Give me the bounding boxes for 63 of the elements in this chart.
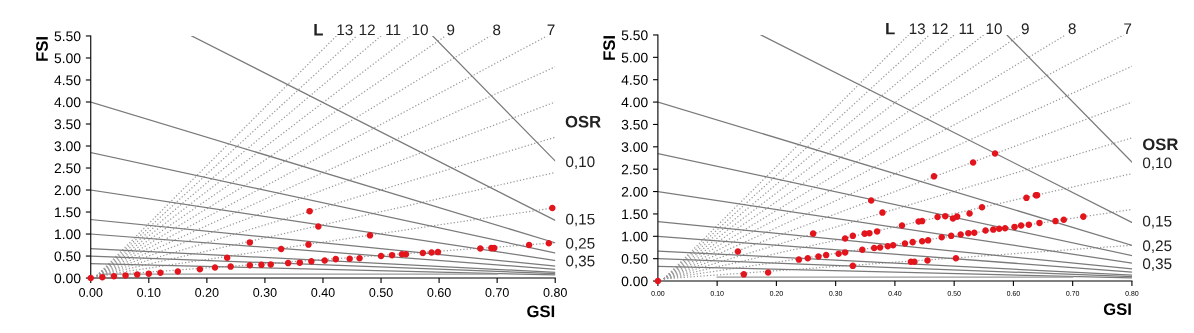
y-tick-label: 0.00: [621, 276, 648, 287]
y-tick-label: 2.00: [621, 186, 648, 197]
y-tick-label: 0.00: [54, 273, 81, 284]
text: 10: [986, 23, 1002, 35]
y-tick-label: 4.00: [621, 97, 648, 108]
y-tick-label: 5.00: [54, 53, 81, 64]
text: 12: [359, 24, 375, 36]
x-axis-title: GSI: [1103, 303, 1131, 316]
y-tick-label: 3.00: [54, 141, 81, 152]
text: 0,10: [566, 156, 595, 169]
x-tick-label: 0.50: [369, 288, 393, 297]
text: L: [314, 23, 323, 36]
text: OSR: [565, 115, 601, 128]
text: 8: [1068, 23, 1076, 35]
text: 9: [447, 24, 455, 36]
x-tick-label: 0.10: [137, 288, 161, 297]
y-axis-title: FSI: [603, 36, 616, 60]
y-tick-label: 1.00: [622, 231, 648, 242]
text: 11: [386, 24, 401, 36]
x-tick-label: 0.30: [253, 288, 277, 297]
text: L: [886, 22, 895, 35]
text: 11: [959, 23, 974, 34]
x-tick-label: 0.40: [311, 288, 335, 297]
y-tick-label: 5.00: [621, 52, 648, 63]
text: OSR: [1142, 138, 1179, 151]
y-tick-label: 5.50: [54, 31, 81, 42]
text: 12: [932, 23, 948, 34]
y-tick-label: 1.50: [622, 209, 648, 220]
x-tick-label: 0.00: [79, 288, 103, 297]
text: 0,25: [1142, 240, 1172, 253]
y-tick-label: 5.50: [621, 30, 648, 41]
text: 8: [493, 24, 501, 36]
y-tick-label: 4.50: [54, 75, 81, 86]
x-tick-label: 0.20: [195, 288, 219, 297]
y-tick-label: 1.50: [55, 207, 81, 218]
text: 0,15: [566, 213, 595, 227]
text: 10: [412, 24, 428, 36]
y-tick-label: 0.50: [54, 251, 81, 262]
y-tick-label: 0.50: [621, 254, 648, 264]
y-tick-label: 1.00: [55, 229, 81, 240]
text: 7: [1124, 23, 1132, 34]
text: 0,35: [566, 255, 595, 269]
y-tick-label: 2.50: [621, 164, 648, 175]
x-tick-label: 0.60: [427, 288, 451, 297]
y-tick-label: 4.50: [621, 75, 648, 85]
x-tick-label: 0.80: [543, 288, 567, 297]
y-tick-label: 3.50: [621, 119, 648, 130]
text: 0,10: [1142, 157, 1172, 171]
text: 13: [909, 23, 926, 35]
text: 0,35: [1142, 258, 1172, 271]
text: 7: [547, 24, 555, 36]
text: 9: [1021, 23, 1029, 35]
y-tick-label: 3.50: [54, 119, 81, 130]
text: 0,25: [566, 237, 595, 251]
y-tick-label: 3.00: [621, 142, 648, 152]
y-axis-title: FSI: [36, 37, 48, 61]
x-tick-label: 0.70: [485, 288, 509, 297]
text: 13: [337, 24, 353, 36]
y-tick-label: 4.00: [54, 97, 81, 108]
y-tick-label: 2.00: [54, 185, 81, 196]
y-tick-label: 2.50: [54, 163, 81, 174]
x-axis-title: GSI: [527, 305, 555, 318]
text: 0,15: [1142, 215, 1172, 229]
